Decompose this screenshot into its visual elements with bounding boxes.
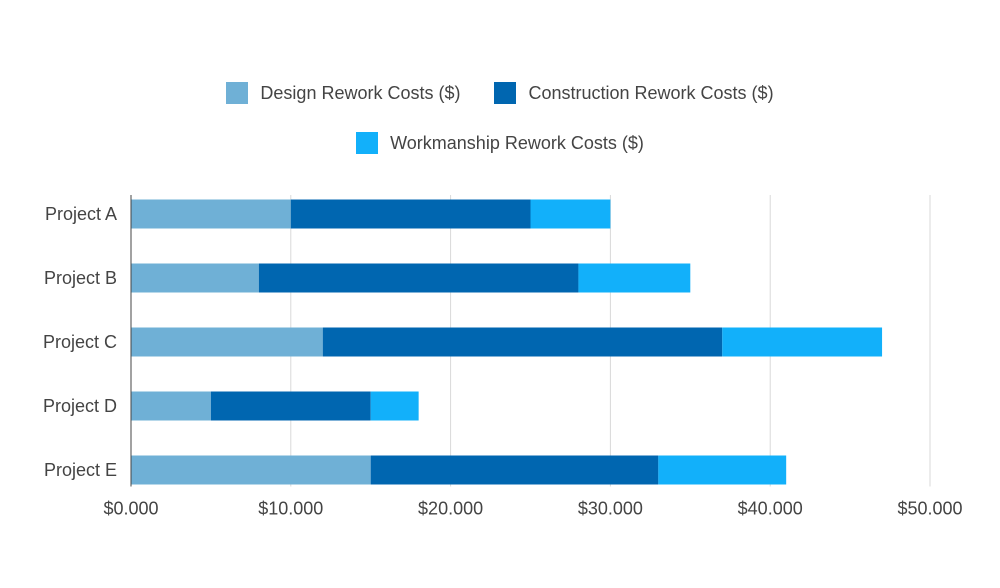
bar-segment: [210, 391, 371, 421]
x-tick-label: $10.000: [258, 499, 323, 519]
bar-segment: [722, 327, 883, 357]
legend-swatch-construction: [494, 82, 517, 104]
bar-segment: [131, 327, 323, 357]
legend-item-design: Design Rework Costs ($): [226, 82, 460, 104]
x-tick-label: $50.000: [897, 499, 962, 519]
x-tick-label: $40.000: [738, 499, 803, 519]
legend-swatch-design: [226, 82, 249, 104]
legend-item-construction: Construction Rework Costs ($): [494, 82, 774, 104]
bar-segment: [370, 455, 659, 485]
legend-swatch-workmanship: [356, 132, 379, 154]
bar-segment: [131, 263, 259, 293]
legend-row-2: Workmanship Rework Costs ($): [0, 132, 1000, 154]
bar-segment: [258, 263, 579, 293]
axis-labels: $0.000 $10.000 $20.000 $30.000 $40.000 $50.00…: [43, 204, 963, 519]
legend-label-construction: Construction Rework Costs ($): [528, 82, 774, 103]
y-category-label: Project B: [44, 268, 117, 288]
bars: [131, 199, 883, 485]
x-tick-label: $30.000: [578, 499, 643, 519]
bar-segment: [322, 327, 723, 357]
bar-segment: [131, 391, 211, 421]
bar-segment: [131, 455, 371, 485]
bar-segment: [290, 199, 531, 229]
y-category-label: Project D: [43, 396, 117, 416]
legend-label-workmanship: Workmanship Rework Costs ($): [390, 132, 644, 153]
x-tick-label: $20.000: [418, 499, 483, 519]
y-category-label: Project A: [45, 204, 117, 224]
y-category-label: Project C: [43, 332, 117, 352]
bar-segment: [530, 199, 611, 229]
legend-label-design: Design Rework Costs ($): [260, 82, 461, 103]
legend-item-workmanship: Workmanship Rework Costs ($): [356, 132, 644, 154]
bar-segment: [578, 263, 691, 293]
bar-segment: [658, 455, 787, 485]
bar-segment: [131, 199, 291, 229]
bar-segment: [370, 391, 419, 421]
y-category-label: Project E: [44, 460, 117, 480]
legend-row-1: Design Rework Costs ($) Construction Rew…: [0, 82, 1000, 104]
x-tick-label: $0.000: [103, 499, 158, 519]
